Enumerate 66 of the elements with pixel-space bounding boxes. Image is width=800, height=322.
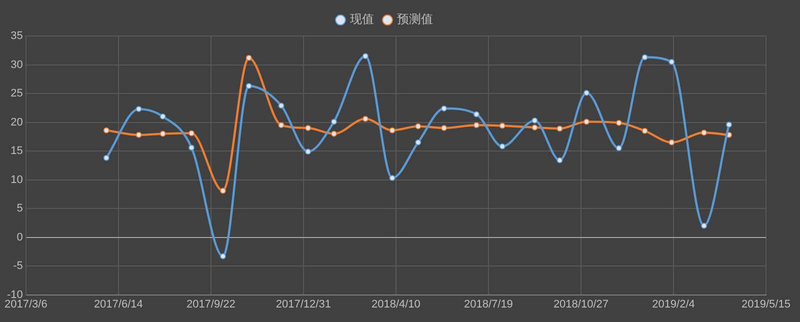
y-tick-label: 25 [10, 88, 23, 100]
point [305, 125, 312, 132]
point [701, 222, 708, 229]
point [330, 118, 337, 125]
point [668, 58, 675, 65]
point [136, 106, 142, 112]
point [389, 127, 396, 134]
point [278, 122, 284, 128]
point [441, 125, 448, 132]
point [532, 124, 538, 130]
legend-label: 预测值 [397, 12, 433, 26]
point [415, 123, 422, 130]
point [362, 116, 368, 122]
point [584, 118, 590, 125]
y-tick-label: -5 [13, 260, 23, 272]
point [136, 132, 142, 138]
point [616, 120, 622, 126]
point [220, 188, 226, 194]
point [726, 122, 732, 128]
y-tick-label: 35 [10, 30, 23, 42]
point [103, 127, 110, 134]
y-tick-label: 30 [10, 58, 23, 71]
point [473, 122, 480, 128]
point [278, 102, 284, 109]
x-tick-label: 2018/4/10 [371, 298, 420, 310]
point [103, 154, 110, 161]
point [642, 128, 648, 134]
point [160, 114, 166, 120]
point [616, 145, 622, 152]
x-tick-label: 2017/6/14 [94, 298, 143, 310]
y-tick-label: 15 [10, 145, 23, 158]
x-tick-label: 2018/10/27 [553, 298, 609, 310]
x-tick-label: 2019/2/4 [652, 298, 695, 310]
point [532, 118, 538, 124]
point [246, 83, 252, 90]
point [642, 54, 648, 60]
y-tick-label: 20 [10, 116, 23, 128]
x-tick-label: 2017/3/6 [4, 298, 48, 310]
point [556, 157, 563, 164]
point [246, 54, 252, 61]
y-tick-label: 10 [10, 174, 23, 186]
point [556, 126, 563, 132]
point [362, 53, 368, 60]
point [499, 122, 506, 129]
legend-label: 现值 [350, 12, 374, 26]
x-tick-label: 2018/7/19 [464, 298, 513, 310]
point [188, 130, 194, 136]
point [389, 175, 396, 182]
y-tick-label: 0 [16, 231, 23, 244]
point [499, 143, 506, 150]
point [330, 130, 337, 137]
x-tick-label: 2017/12/31 [276, 298, 331, 310]
point [220, 253, 226, 260]
point [441, 105, 448, 112]
x-tick-label: 2019/5/15 [742, 298, 790, 310]
point [668, 139, 675, 146]
point [305, 148, 312, 155]
x-tick-label: 2017/9/22 [186, 298, 236, 310]
point [584, 90, 590, 96]
point [415, 139, 422, 146]
point [701, 130, 708, 136]
y-tick-label: 5 [16, 202, 23, 215]
point [160, 130, 166, 137]
y-tick-label: -10 [6, 288, 23, 301]
point [188, 144, 194, 151]
point [473, 111, 480, 118]
